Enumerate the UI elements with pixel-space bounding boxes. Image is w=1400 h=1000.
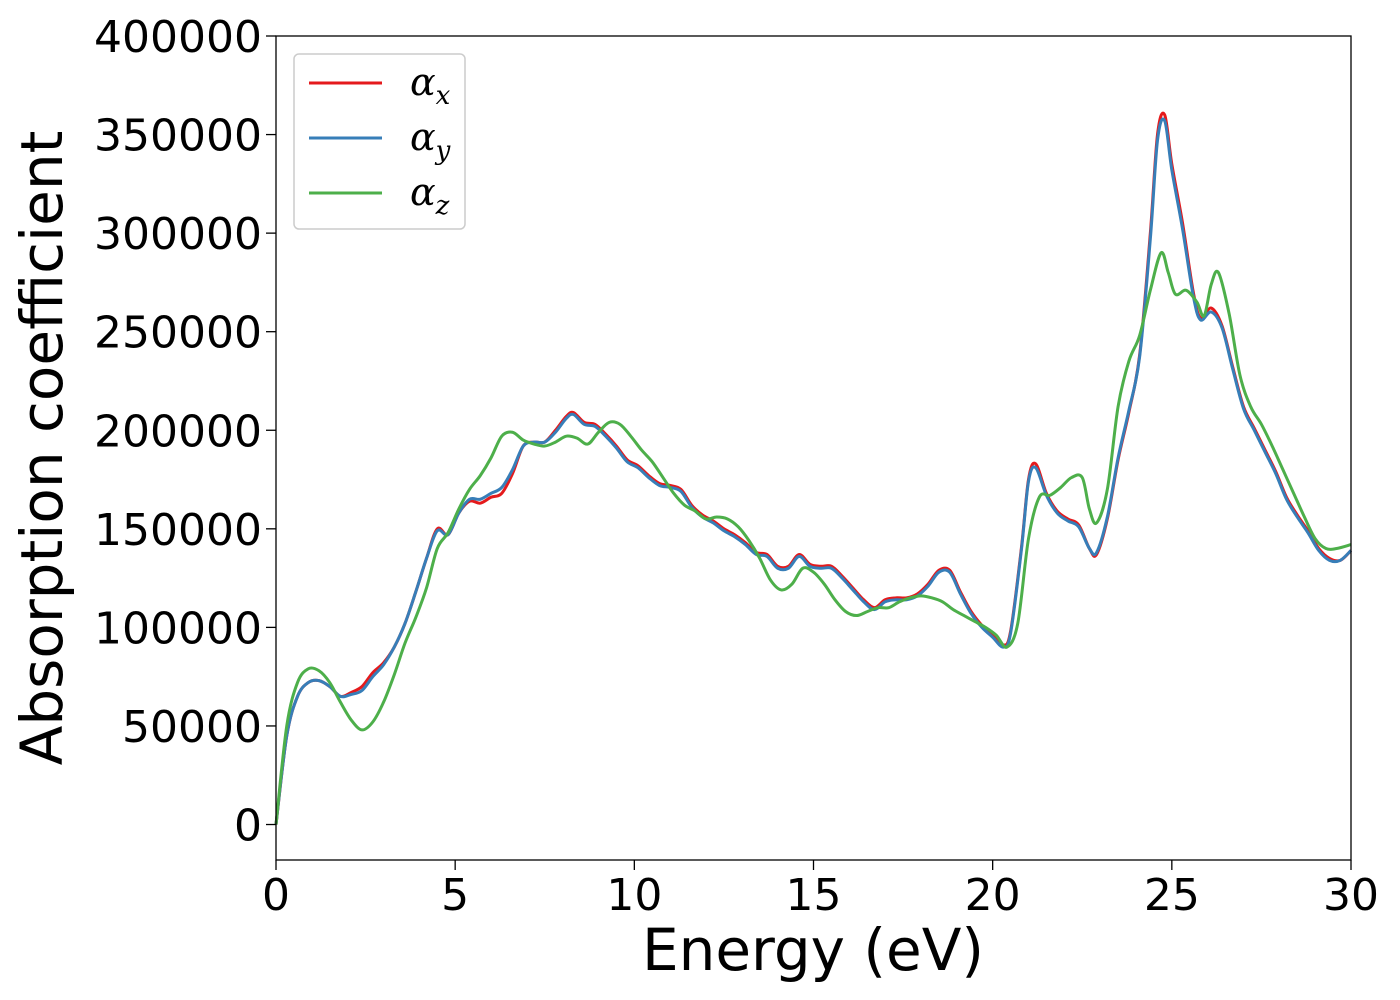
y-tick-label: 250000	[94, 308, 262, 359]
x-tick-label: 30	[1323, 870, 1379, 921]
x-tick-label: 15	[786, 870, 842, 921]
y-tick-label: 0	[234, 801, 262, 852]
x-tick-label: 0	[262, 870, 290, 921]
x-tick-label: 20	[965, 870, 1021, 921]
y-tick-label: 350000	[94, 111, 262, 162]
x-axis-label: Energy (eV)	[642, 916, 984, 984]
legend-box	[293, 53, 466, 230]
y-axis-label: Absorption coefficient	[8, 131, 76, 766]
y-tick-label: 100000	[94, 603, 262, 654]
y-tick-label: 300000	[94, 209, 262, 260]
y-tick-label: 150000	[94, 505, 262, 556]
legend-label-z: αz	[410, 170, 450, 221]
series-line-z	[274, 251, 1352, 825]
x-tick-label: 25	[1144, 870, 1200, 921]
y-tick-label: 50000	[122, 702, 262, 753]
series-line-y	[274, 117, 1353, 825]
y-tick-label: 200000	[94, 406, 262, 457]
y-tick-label: 400000	[94, 12, 262, 63]
y-axis: 0 50000 100000 150000 200000 250000 300000 3500…	[94, 12, 276, 852]
x-tick-label: 10	[606, 870, 662, 921]
legend-label-y: αy	[410, 115, 451, 166]
series-layer	[274, 111, 1353, 825]
legend-label-x: αx	[410, 60, 451, 111]
x-tick-label: 5	[441, 870, 469, 921]
x-axis: 0 5 10 15 20 25 30	[262, 860, 1379, 921]
